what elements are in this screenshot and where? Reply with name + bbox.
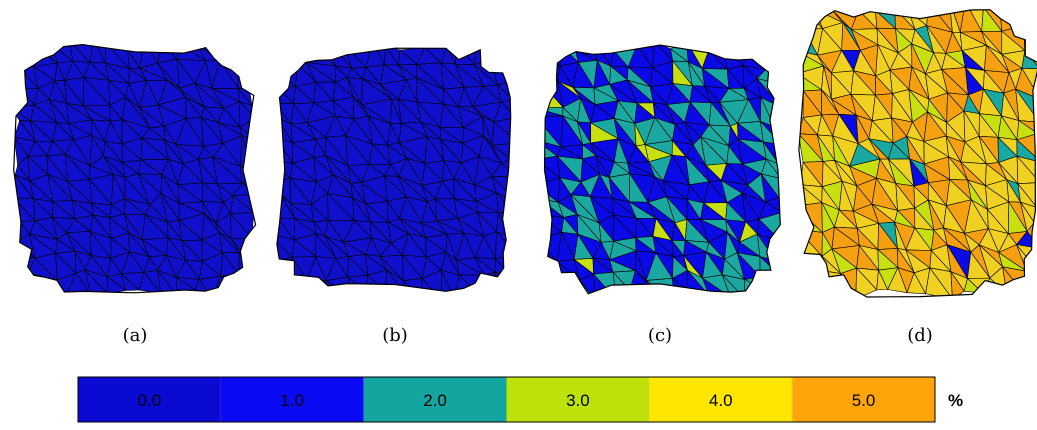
colorbar-unit: % bbox=[948, 391, 963, 410]
mesh-triangle bbox=[819, 270, 841, 297]
captions: (a) (b) (c) (d) bbox=[123, 325, 933, 346]
mesh-triangle bbox=[803, 270, 822, 297]
mesh-triangle bbox=[562, 279, 579, 294]
mesh-triangle bbox=[798, 202, 823, 234]
mesh-triangle bbox=[238, 273, 256, 293]
colorbar: 0.0 1.0 2.0 3.0 4.0 5.0% bbox=[77, 376, 963, 423]
mesh-triangle bbox=[218, 44, 242, 67]
mesh-triangle bbox=[798, 253, 823, 272]
mesh-triangle bbox=[292, 278, 310, 292]
mesh-panel bbox=[13, 44, 256, 293]
panel-label: (c) bbox=[648, 325, 672, 346]
mesh-triangle bbox=[906, 272, 927, 295]
mesh-triangle bbox=[279, 48, 298, 65]
mesh-triangle bbox=[876, 269, 889, 291]
mesh-triangle bbox=[276, 274, 300, 292]
mesh-triangle bbox=[120, 272, 140, 291]
colorbar-label: 0.0 bbox=[138, 391, 162, 410]
mesh-triangle bbox=[759, 273, 779, 293]
mesh-triangle bbox=[194, 278, 213, 293]
mesh-triangle bbox=[494, 271, 511, 292]
mesh-triangle bbox=[757, 45, 780, 70]
mesh-triangle bbox=[289, 48, 311, 64]
mesh-triangle bbox=[799, 253, 822, 275]
mesh-triangle bbox=[235, 65, 250, 89]
colorbar-label: 3.0 bbox=[566, 391, 590, 410]
colorbar-label: 2.0 bbox=[423, 391, 447, 410]
mesh-triangle bbox=[887, 266, 908, 294]
mesh-triangle bbox=[402, 278, 423, 292]
mesh-triangle bbox=[84, 269, 109, 293]
mesh-outline bbox=[798, 9, 1037, 298]
mesh-triangle bbox=[801, 9, 824, 31]
mesh-triangle bbox=[1021, 9, 1037, 26]
panel-label: (b) bbox=[382, 325, 408, 346]
mesh-outline bbox=[543, 44, 781, 295]
mesh-triangle bbox=[219, 44, 237, 66]
colorbar-swatch bbox=[792, 377, 935, 422]
colorbar-swatch bbox=[78, 377, 221, 422]
mesh-triangle bbox=[235, 44, 252, 70]
mesh-triangle bbox=[440, 270, 455, 292]
mesh-triangle bbox=[757, 45, 780, 61]
mesh-triangle bbox=[999, 9, 1025, 32]
mesh-triangle bbox=[1020, 9, 1037, 26]
mesh-triangle bbox=[544, 275, 564, 294]
mesh-triangle bbox=[855, 267, 878, 297]
panel-label: (d) bbox=[907, 325, 933, 346]
mesh-triangle bbox=[1025, 270, 1037, 296]
mesh-triangle bbox=[544, 45, 561, 67]
mesh-triangle bbox=[544, 67, 559, 87]
mesh-triangle bbox=[491, 48, 511, 66]
mesh-triangle bbox=[479, 274, 495, 292]
mesh-triangle bbox=[276, 177, 291, 204]
mesh-outline bbox=[13, 43, 257, 294]
mesh-triangle bbox=[276, 273, 301, 292]
mesh-triangle bbox=[563, 279, 581, 294]
mesh-triangle bbox=[290, 48, 307, 66]
mesh-triangle bbox=[276, 48, 299, 69]
mesh-triangle bbox=[1021, 49, 1037, 70]
mesh-triangle bbox=[240, 44, 256, 71]
mesh-triangle bbox=[276, 159, 294, 179]
mesh-triangle bbox=[238, 274, 256, 293]
colorbar-frame bbox=[77, 376, 936, 423]
colorbar-label: 5.0 bbox=[852, 391, 876, 410]
mesh-triangle bbox=[803, 274, 816, 297]
mesh-triangle bbox=[276, 64, 299, 88]
colorbar-swatch bbox=[363, 377, 507, 422]
panel-label: (a) bbox=[123, 325, 148, 346]
mesh-triangle bbox=[544, 275, 565, 294]
mesh-triangle bbox=[157, 270, 179, 293]
mesh-triangle bbox=[473, 48, 493, 66]
meshes bbox=[13, 9, 1037, 298]
mesh-outline bbox=[276, 47, 512, 292]
mesh-panel bbox=[544, 45, 781, 294]
mesh-panel bbox=[798, 9, 1037, 297]
colorbar-swatch bbox=[649, 377, 793, 422]
mesh-triangle bbox=[276, 260, 295, 280]
mesh-panel bbox=[276, 48, 511, 292]
colorbar-label: 4.0 bbox=[709, 391, 733, 410]
mesh-triangle bbox=[759, 276, 778, 293]
mesh-triangle bbox=[16, 48, 35, 67]
mesh-triangle bbox=[17, 44, 35, 68]
mesh-triangle bbox=[13, 253, 30, 274]
colorbar-swatch bbox=[506, 377, 650, 422]
mesh-triangle bbox=[1026, 267, 1037, 292]
mesh-triangle bbox=[491, 48, 511, 66]
mesh-triangle bbox=[645, 278, 675, 294]
mesh-triangle bbox=[293, 278, 310, 292]
colorbar-label: 1.0 bbox=[280, 391, 304, 410]
colorbar-swatch bbox=[220, 377, 364, 422]
mesh-triangle bbox=[27, 44, 58, 67]
